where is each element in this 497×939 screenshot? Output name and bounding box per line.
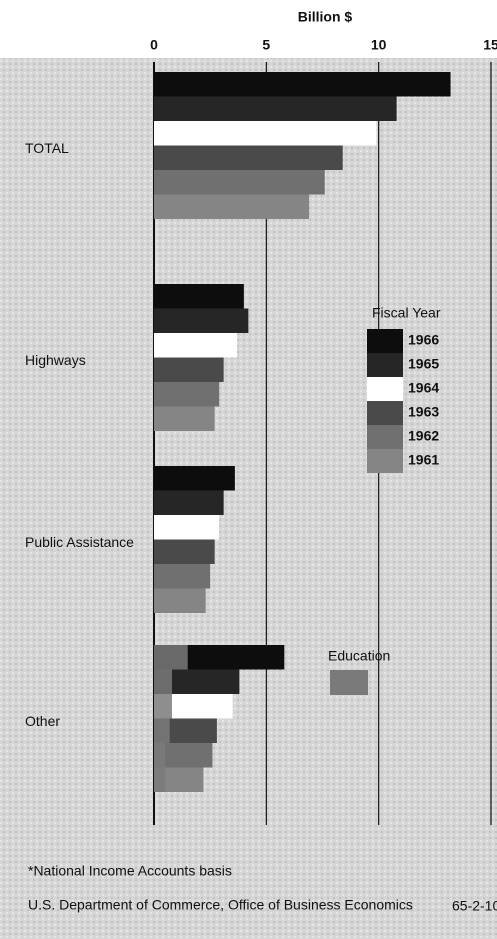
category-label: Other: [25, 713, 60, 729]
legend-label: 1961: [408, 452, 439, 468]
bar: [154, 564, 211, 589]
bar: [154, 145, 343, 170]
x-tick-label: 5: [262, 37, 270, 53]
education-bar: [154, 743, 166, 768]
bar: [154, 382, 220, 407]
education-bar: [154, 767, 166, 792]
bar: [154, 194, 310, 219]
bar: [154, 539, 215, 564]
legend-title: Fiscal Year: [372, 305, 441, 321]
footnote: 65-2-10: [452, 898, 497, 914]
legend-swatch: [367, 329, 403, 353]
x-tick-label: 0: [150, 37, 158, 53]
bar: [154, 170, 325, 195]
bar: [154, 357, 224, 382]
bar: [154, 466, 235, 491]
legend-label: 1965: [408, 356, 439, 372]
legend-label: 1966: [408, 332, 439, 348]
bar: [154, 515, 220, 540]
education-bar: [154, 645, 188, 670]
legend-swatch: [367, 449, 403, 473]
education-bar: [154, 718, 170, 743]
bar: [154, 72, 451, 97]
legend-swatch: [367, 425, 403, 449]
legend-label: Education: [328, 648, 390, 664]
legend-swatch: [367, 353, 403, 377]
footnote: U.S. Department of Commerce, Office of B…: [28, 897, 413, 913]
bar: [154, 406, 215, 431]
legend-swatch: [367, 377, 403, 401]
category-label: Highways: [25, 352, 86, 368]
legend-label: 1963: [408, 404, 439, 420]
footnote: *National Income Accounts basis: [28, 863, 232, 879]
bar: [154, 333, 238, 358]
bar: [154, 284, 244, 309]
category-label: Public Assistance: [25, 534, 134, 550]
education-bar: [154, 669, 172, 694]
bar: [154, 96, 397, 121]
legend-label: 1962: [408, 428, 439, 444]
education-bar: [154, 694, 172, 719]
axis-label: Billion $: [298, 9, 353, 25]
bar: [154, 121, 377, 146]
category-label: TOTAL: [25, 140, 69, 156]
x-tick-label: 15: [483, 37, 497, 53]
bar: [154, 490, 224, 515]
bar: [154, 588, 206, 613]
x-tick-label: 10: [371, 37, 387, 53]
legend-label: 1964: [408, 380, 439, 396]
legend-swatch: [367, 401, 403, 425]
bar: [154, 308, 249, 333]
legend-swatch: [330, 670, 368, 695]
